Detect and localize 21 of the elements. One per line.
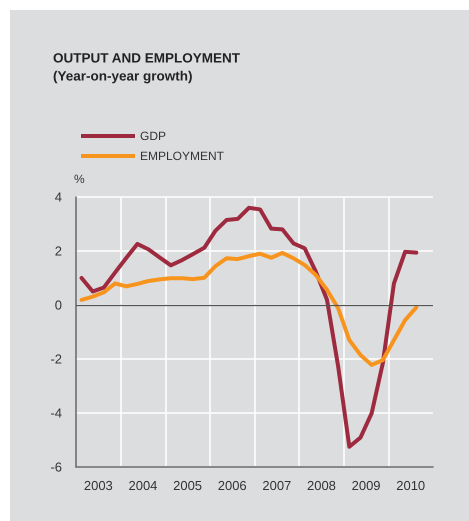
legend-label: GDP — [140, 129, 166, 143]
line-series — [80, 206, 418, 449]
chart-subtitle: (Year-on-year growth) — [53, 68, 193, 84]
legend-label: EMPLOYMENT — [140, 149, 225, 163]
y-tick-label: -6 — [50, 460, 62, 474]
x-tick-label: 2010 — [396, 478, 426, 493]
x-tick-label: 2009 — [352, 478, 381, 493]
x-tick-label: 2005 — [173, 478, 202, 493]
y-tick-label: -2 — [50, 352, 62, 366]
x-tick-label: 2006 — [218, 478, 247, 493]
y-tick-label: 4 — [54, 190, 62, 204]
x-tick-label: 2007 — [262, 478, 292, 493]
chart-title: OUTPUT AND EMPLOYMENT — [53, 50, 241, 66]
x-tick-label: 2004 — [128, 478, 158, 493]
y-tick-label: 2 — [54, 244, 62, 258]
y-tick-label: -4 — [50, 406, 62, 420]
y-axis-title: % — [74, 172, 85, 186]
x-tick-label: 2008 — [306, 478, 336, 493]
line-series — [80, 250, 418, 367]
x-tick-label: 2003 — [84, 478, 113, 493]
y-tick-label: 0 — [54, 298, 62, 312]
